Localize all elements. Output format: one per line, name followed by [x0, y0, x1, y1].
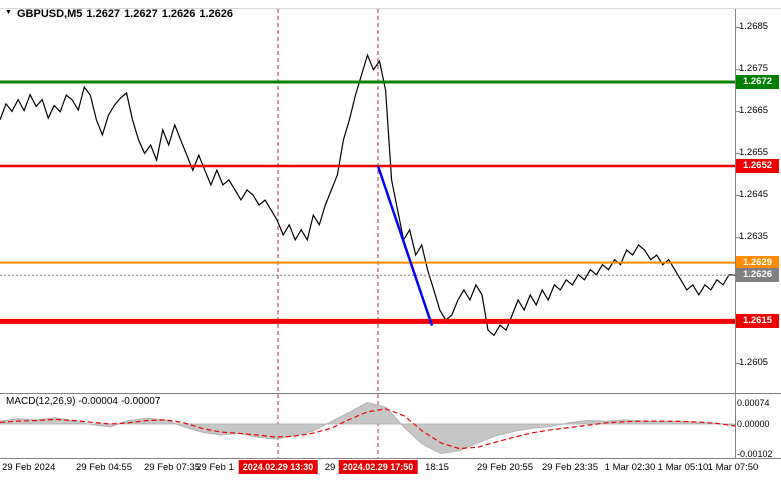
- macd-histogram: [0, 401, 736, 455]
- macd-legend: MACD(12,26,9) -0.00004 -0.00007: [6, 396, 163, 407]
- macd-signal-line: [0, 408, 736, 450]
- quote-close: 1.2626: [199, 8, 234, 20]
- symbol-period-label: GBPUSD,M5: [17, 8, 83, 20]
- chart-legend: GBPUSD,M5 1.2627 1.2627 1.2626 1.2626: [17, 8, 237, 20]
- quote-low: 1.2626: [161, 8, 196, 20]
- chevron-down-icon[interactable]: ▼: [5, 9, 12, 16]
- macd-signal-value: -0.00007: [120, 396, 161, 407]
- quote-high: 1.2627: [124, 8, 158, 20]
- trendline[interactable]: [376, 165, 434, 327]
- quote-open: 1.2627: [86, 8, 121, 20]
- macd-main-value: -0.00004: [78, 396, 118, 407]
- macd-indicator-label: MACD(12,26,9): [6, 396, 76, 407]
- price-line: [0, 53, 736, 337]
